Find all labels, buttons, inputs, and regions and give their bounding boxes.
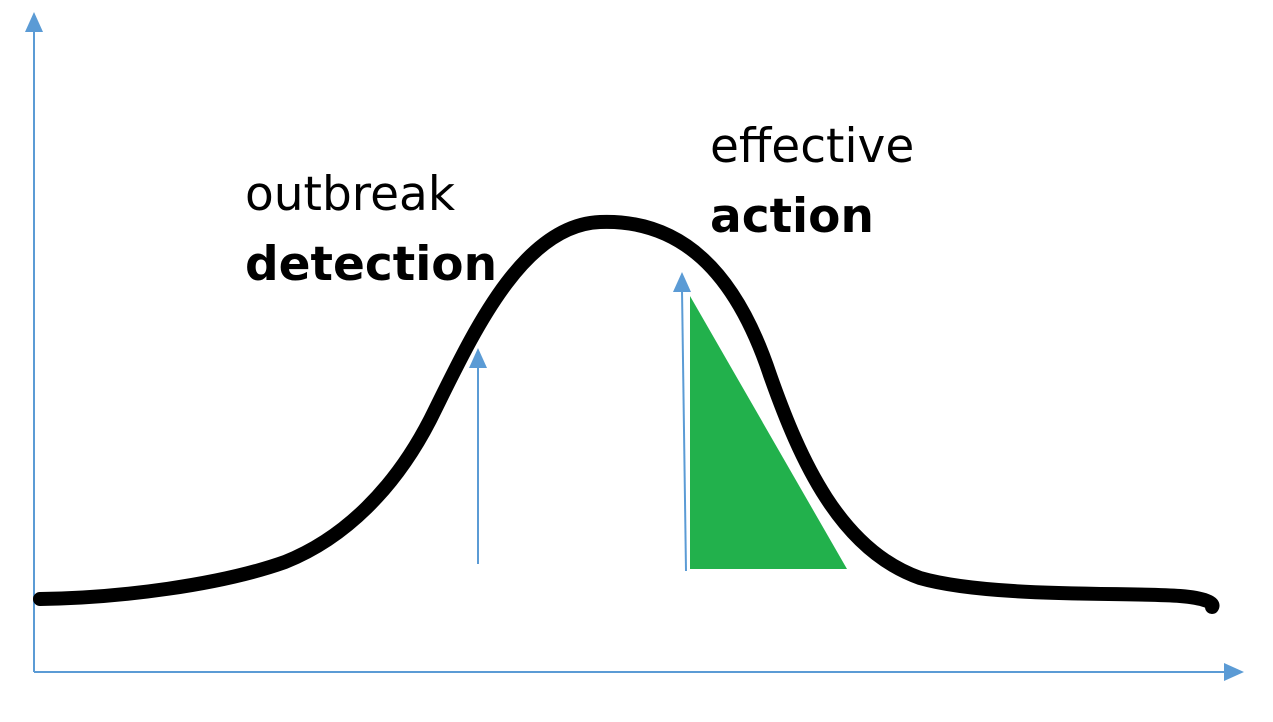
action-label-line1: effective: [710, 119, 915, 174]
x-axis-arrow-icon: [1224, 663, 1244, 681]
epidemic-curve: [33, 214, 1220, 614]
action-arrow-icon: [673, 272, 691, 292]
outbreak-detection-label: outbreak detection: [245, 160, 497, 300]
effective-action-label: effective action: [710, 112, 914, 252]
action-label-line2: action: [710, 189, 874, 244]
detection-label-line2: detection: [245, 237, 498, 292]
action-marker-line: [681, 289, 687, 572]
effective-action-area: [690, 296, 847, 569]
y-axis-arrow-icon: [25, 12, 43, 32]
detection-arrow-icon: [469, 348, 487, 368]
detection-label-line1: outbreak: [245, 167, 456, 222]
